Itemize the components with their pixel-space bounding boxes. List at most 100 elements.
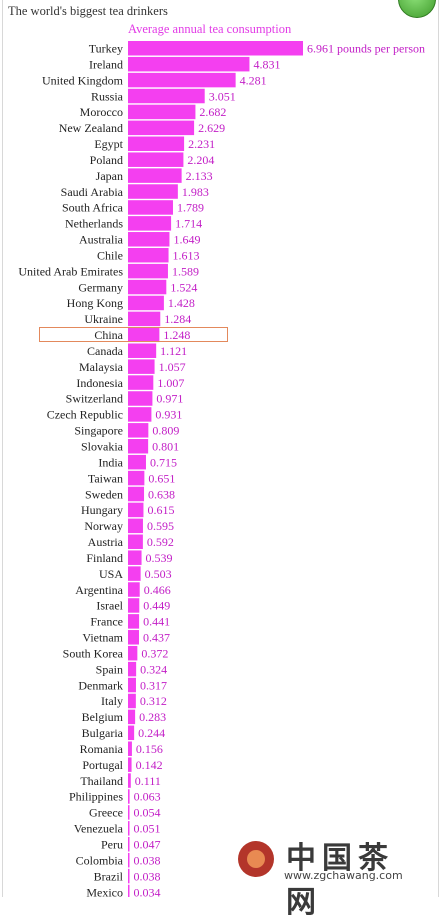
category-label-south-africa: South Africa [62,201,124,215]
category-label-spain: Spain [96,662,123,676]
bar-india [128,454,146,470]
bar-slovakia [128,439,149,454]
value-label-india: 0.715 [150,455,177,469]
category-label-thailand: Thailand [80,774,123,788]
category-label-greece: Greece [89,806,123,820]
category-label-usa: USA [99,567,123,581]
chart-subtitle: Average annual tea consumption [128,22,292,36]
value-label-turkey: 6.961 pounds per person [307,42,425,56]
value-label-colombia: 0.038 [134,853,161,867]
category-label-peru: Peru [101,838,123,852]
value-label-morocco: 2.682 [199,105,226,119]
value-label-canada: 1.121 [160,344,187,358]
value-label-italy: 0.312 [140,694,167,708]
chart-frame [2,0,439,897]
value-label-russia: 3.051 [209,89,236,103]
category-label-czech-republic: Czech Republic [47,408,123,422]
bar-bulgaria [128,725,135,741]
value-label-argentina: 0.466 [144,583,171,597]
bar-austria [128,534,143,550]
value-label-romania: 0.156 [136,742,163,756]
value-label-finland: 0.539 [146,551,173,565]
value-label-united-arab-emirates: 1.589 [172,264,199,278]
bar-peru [128,837,130,852]
category-label-japan: Japan [96,169,123,183]
category-label-norway: Norway [84,519,123,533]
category-label-colombia: Colombia [76,853,124,867]
category-label-italy: Italy [101,694,123,708]
bar-hong-kong [128,295,164,311]
bar-united-arab-emirates [128,263,168,279]
bar-new-zealand [128,120,195,136]
value-label-chile: 1.613 [173,248,200,262]
bar-romania [128,741,132,756]
bar-south-africa [128,200,173,215]
category-label-sweden: Sweden [85,487,123,501]
bar-venezuela [128,821,130,836]
bar-sweden [128,486,145,502]
category-label-finland: Finland [86,551,123,565]
bar-mexico [128,884,130,897]
category-label-new-zealand: New Zealand [59,121,123,135]
category-label-mexico: Mexico [86,885,123,897]
value-label-united-kingdom: 4.281 [240,73,267,87]
bar-ukraine [128,311,161,327]
watermark-url: www.zgchawang.com [284,869,403,882]
value-label-australia: 1.649 [173,233,200,247]
bar-colombia [128,852,130,868]
value-label-hong-kong: 1.428 [168,296,195,310]
category-label-taiwan: Taiwan [88,471,123,485]
category-label-austria: Austria [88,535,124,549]
bar-vietnam [128,630,139,645]
bar-canada [128,343,157,358]
value-label-czech-republic: 0.931 [155,408,182,422]
category-label-argentina: Argentina [75,583,123,597]
category-label-indonesia: Indonesia [76,376,123,390]
value-label-greece: 0.054 [134,806,161,820]
bar-netherlands [128,216,172,231]
value-label-hungary: 0.615 [147,503,174,517]
category-label-slovakia: Slovakia [81,440,124,454]
category-label-poland: Poland [90,153,123,167]
category-label-canada: Canada [87,344,124,358]
value-label-usa: 0.503 [145,567,172,581]
value-label-philippines: 0.063 [134,790,161,804]
chart-title: The world's biggest tea drinkers [8,4,168,18]
bar-united-kingdom [128,72,236,88]
value-label-mexico: 0.034 [134,885,161,897]
value-label-netherlands: 1.714 [175,217,202,231]
value-label-portugal: 0.142 [136,758,163,772]
bar-ireland [128,56,250,72]
bar-usa [128,566,141,581]
category-label-france: France [90,615,123,629]
value-label-denmark: 0.317 [140,678,167,692]
category-label-hungary: Hungary [81,503,123,517]
bar-turkey [128,41,303,56]
category-label-brazil: Brazil [94,869,124,883]
bar-portugal [128,757,132,772]
category-label-australia: Australia [79,233,124,247]
bar-chart: Turkey 6.961 pounds per person Ireland 4.83… [18,41,425,897]
bar-greece [128,805,130,820]
bar-finland [128,550,142,565]
bar-philippines [128,789,130,804]
value-label-switzerland: 0.971 [156,392,183,406]
bar-spain [128,661,137,677]
bar-switzerland [128,391,153,406]
bar-argentina [128,582,140,597]
value-label-saudi-arabia: 1.983 [182,185,209,199]
category-label-russia: Russia [91,89,124,103]
bar-taiwan [128,470,145,486]
category-label-ireland: Ireland [89,57,123,71]
category-label-vietnam: Vietnam [82,631,123,645]
category-label-egypt: Egypt [94,137,123,151]
value-label-poland: 2.204 [187,153,214,167]
category-label-chile: Chile [97,248,123,262]
category-label-turkey: Turkey [89,42,123,56]
highlight-box-china [39,327,228,342]
value-label-indonesia: 1.007 [157,376,184,390]
bar-saudi-arabia [128,184,178,199]
value-label-spain: 0.324 [140,662,167,676]
value-label-singapore: 0.809 [152,424,179,438]
category-label-switzerland: Switzerland [66,392,123,406]
